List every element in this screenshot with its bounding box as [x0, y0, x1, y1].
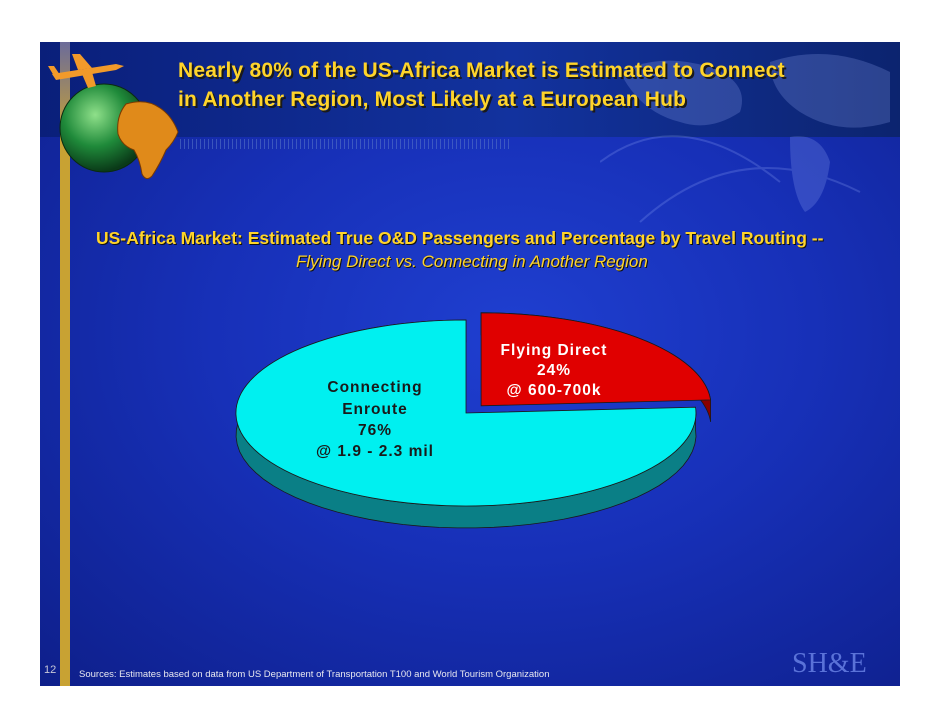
decorative-tick-strip: [180, 139, 510, 149]
title-band: [40, 42, 900, 137]
world-map-graphic: [600, 54, 890, 223]
direct-slice-name: Flying Direct: [501, 342, 608, 359]
connecting-enroute-slice: [235, 319, 697, 507]
airplane-icon: [48, 54, 124, 88]
sources-note: Sources: Estimates based on data from US…: [79, 669, 550, 680]
slide-title-line-1: Nearly 80% of the US-Africa Market is Es…: [178, 59, 785, 82]
flying-direct-slice: [480, 312, 712, 407]
connecting-slice-name-line-2: Enroute: [342, 401, 408, 418]
pie-chart: Flying Direct 24% @ 600-700k Connecting …: [235, 312, 712, 529]
connecting-slice-volume: @ 1.9 - 2.3 mil: [316, 443, 434, 460]
she-logo: SH&E: [792, 648, 867, 679]
direct-slice-volume: @ 600-700k: [507, 382, 602, 399]
slide: Nearly 80% of the US-Africa Market is Es…: [40, 42, 900, 686]
globe-logo: [48, 54, 179, 180]
accent-bar-top: [60, 42, 70, 137]
connecting-slice-name-line-1: Connecting: [327, 379, 422, 396]
connecting-slice-percent: 76%: [358, 422, 392, 439]
chart-subtitle: Flying Direct vs. Connecting in Another …: [296, 252, 648, 271]
africa-map-icon: [117, 101, 179, 180]
direct-slice-percent: 24%: [537, 362, 571, 379]
chart-title: US-Africa Market: Estimated True O&D Pas…: [96, 228, 824, 248]
page-number: 12: [44, 664, 57, 676]
accent-bar: [60, 137, 70, 686]
slide-title-line-2: in Another Region, Most Likely at a Euro…: [178, 88, 687, 111]
